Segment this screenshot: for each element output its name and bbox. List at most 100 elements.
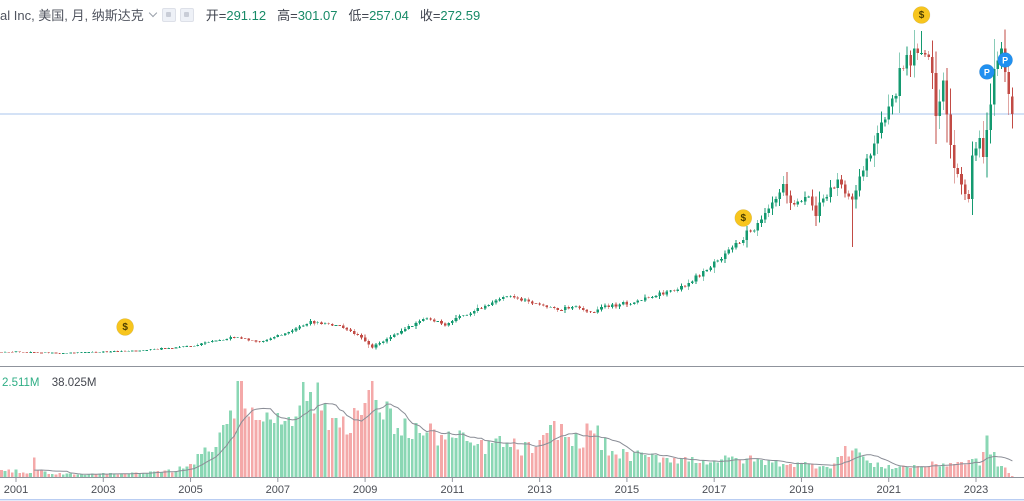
candle [69, 352, 72, 354]
candle-body [843, 184, 847, 194]
p-circle[interactable] [997, 52, 1013, 68]
candle-body [294, 328, 298, 331]
volume-bar [978, 465, 981, 477]
year-label[interactable]: 2009 [353, 484, 377, 496]
volume-bar [225, 424, 229, 477]
candle-body [131, 350, 134, 352]
candle-body [883, 119, 887, 123]
candle-body [603, 305, 607, 308]
candle [789, 190, 792, 211]
volume-bar [531, 452, 534, 477]
candle [880, 111, 883, 139]
volume-bar [436, 445, 440, 477]
candle [989, 83, 992, 144]
year-label[interactable]: 2017 [702, 484, 726, 496]
volume-bar [363, 403, 367, 477]
candle-body [309, 321, 312, 325]
year-label[interactable]: 2019 [789, 484, 813, 496]
year-label[interactable]: 2005 [178, 484, 202, 496]
volume-legend: 2.511M 38.025M [2, 377, 96, 389]
symbol-title[interactable]: al Inc, 美国, 月, 纳斯达克 [0, 8, 144, 23]
dividend-marker[interactable]: $ [116, 318, 134, 336]
candle-body [403, 328, 407, 331]
volume-bar [589, 430, 592, 477]
dividend-marker[interactable]: $ [912, 6, 931, 24]
candle [367, 339, 371, 348]
candle-body [767, 208, 771, 214]
settings-icon[interactable] [179, 7, 194, 22]
volume-bar [749, 455, 752, 477]
visibility-icon[interactable] [161, 7, 176, 22]
candle [131, 350, 134, 352]
chevron-down-icon[interactable] [149, 10, 158, 19]
candle [352, 328, 356, 336]
candle-body [120, 350, 123, 352]
candle-body [152, 348, 156, 350]
candle-body [818, 202, 821, 216]
candle [440, 319, 443, 325]
candle [54, 352, 58, 354]
p-circle[interactable] [979, 64, 995, 80]
volume-bar [712, 461, 716, 477]
dollar-circle[interactable] [116, 318, 134, 336]
volume-bar [14, 469, 18, 477]
volume-bar [676, 463, 680, 477]
candle-body [91, 351, 94, 353]
volume-bar [654, 454, 658, 477]
year-label[interactable]: 2021 [876, 484, 900, 496]
volume-bar [98, 473, 101, 477]
year-label[interactable]: 2003 [91, 484, 115, 496]
candle-body [778, 192, 781, 200]
volume-bar [156, 470, 160, 477]
candle [603, 303, 607, 309]
volume-bar [127, 473, 131, 477]
open-readout: 开=291.12 [206, 5, 266, 24]
candle [181, 345, 185, 348]
year-label[interactable]: 2007 [266, 484, 290, 496]
year-label[interactable]: 2013 [527, 484, 551, 496]
year-label[interactable]: 2001 [4, 484, 28, 496]
time-axis[interactable]: 2001 2003 2005 2007 2009 2011 2013 2015 2017 2019… [4, 478, 988, 496]
candle [29, 351, 32, 354]
volume-bar [451, 437, 454, 477]
volume-bar [214, 446, 218, 477]
candle-body [920, 53, 923, 54]
year-label[interactable]: 2015 [615, 484, 639, 496]
candle [563, 305, 567, 313]
volume-bar [232, 418, 236, 477]
volume-ma-value: 38.025M [51, 377, 97, 389]
split-marker[interactable]: P [979, 64, 995, 80]
ohlc-readout: 开=291.12 高=301.07 低=257.04 收=272.59 [206, 5, 491, 24]
volume-bar [51, 474, 54, 477]
candle [560, 309, 563, 311]
candle [520, 296, 523, 302]
dollar-circle[interactable] [734, 209, 753, 227]
year-label[interactable]: 2011 [441, 484, 465, 496]
candle [905, 46, 909, 76]
candle [807, 195, 811, 198]
candle-body [400, 330, 403, 334]
volume-bar [549, 425, 552, 477]
candle-body [232, 337, 236, 338]
volume-bar [25, 473, 29, 477]
volume-bar [592, 433, 596, 477]
dividend-marker[interactable]: $ [734, 209, 753, 227]
candle-body [54, 352, 58, 354]
candle-body [123, 350, 127, 352]
candle [476, 304, 480, 313]
year-label[interactable]: 2023 [964, 484, 988, 496]
volume-bar [294, 416, 298, 477]
candle [141, 350, 145, 352]
candle-body [105, 351, 109, 353]
candle-body [334, 325, 338, 326]
split-marker[interactable]: P [997, 52, 1013, 68]
candle [672, 289, 676, 293]
candle-body [869, 155, 872, 159]
candle [291, 329, 294, 334]
volume-bar [967, 459, 971, 477]
candle [211, 339, 214, 343]
candle-body [501, 296, 505, 299]
dollar-circle[interactable] [912, 6, 931, 24]
volume-current-value: 2.511M [2, 377, 40, 389]
